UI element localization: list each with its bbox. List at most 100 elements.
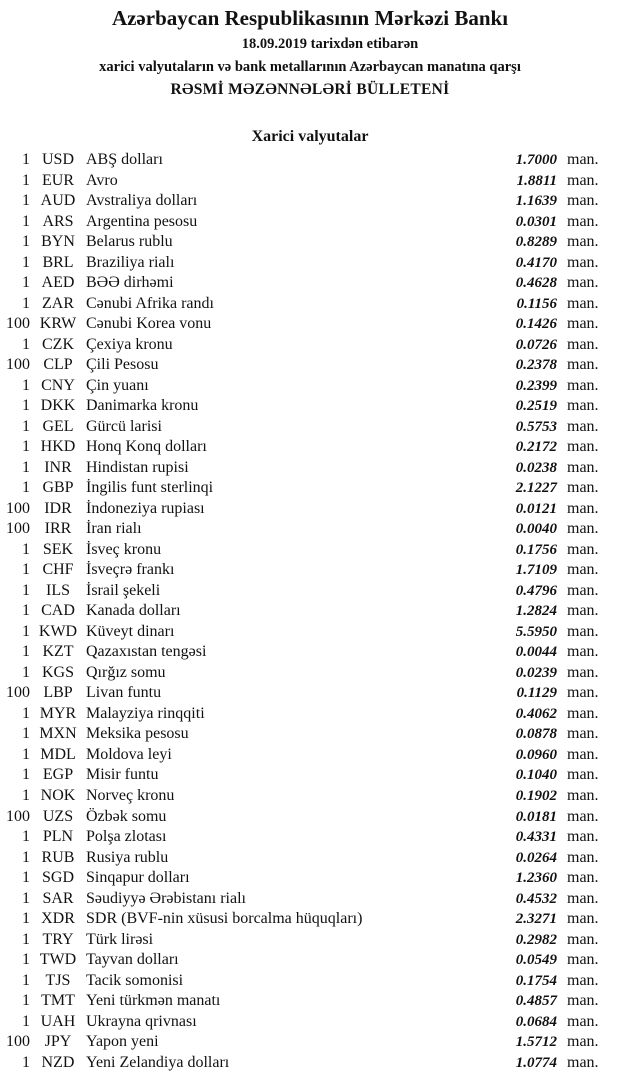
currency-row: 1 UAH Ukrayna qrivnası 0.0684 man. xyxy=(0,1012,620,1033)
exchange-rate: 0.5753 xyxy=(515,418,557,435)
currency-code: GEL xyxy=(42,417,74,435)
exchange-rate: 0.0044 xyxy=(515,644,557,661)
currency-row: 1 MDL Moldova leyi 0.0960 man. xyxy=(0,745,620,766)
exchange-rate: 0.1040 xyxy=(515,767,557,784)
currency-unit: man. xyxy=(567,725,599,743)
currency-name: Çexiya kronu xyxy=(86,335,173,353)
currency-row: 1 USD ABŞ dolları 1.7000 man. xyxy=(0,150,620,171)
currency-quantity: 100 xyxy=(6,356,30,374)
currency-quantity: 1 xyxy=(22,212,30,230)
currency-quantity: 1 xyxy=(22,786,30,804)
currency-unit: man. xyxy=(567,171,599,189)
currency-unit: man. xyxy=(567,766,599,784)
currency-unit: man. xyxy=(567,376,599,394)
exchange-rate: 0.1902 xyxy=(515,787,557,804)
currency-quantity: 1 xyxy=(22,274,30,292)
exchange-rate: 1.0774 xyxy=(515,1054,557,1071)
currency-unit: man. xyxy=(567,212,599,230)
currency-row: 1 SGD Sinqapur dolları 1.2360 man. xyxy=(0,868,620,889)
currency-code: NZD xyxy=(41,1053,75,1071)
currency-unit: man. xyxy=(567,951,599,969)
currency-name: Avstraliya dolları xyxy=(86,192,198,210)
currency-unit: man. xyxy=(567,335,599,353)
currency-name: Malayziya rinqqiti xyxy=(86,704,205,722)
currency-unit: man. xyxy=(567,540,599,558)
exchange-rate: 0.1156 xyxy=(516,295,557,312)
currency-name: ABŞ dolları xyxy=(86,151,163,168)
currency-unit: man. xyxy=(567,294,599,312)
currency-unit: man. xyxy=(567,848,599,866)
currency-code: BYN xyxy=(41,233,75,251)
currency-name: Norveç kronu xyxy=(86,786,175,804)
currency-quantity: 1 xyxy=(22,479,30,497)
currency-quantity: 1 xyxy=(22,930,30,948)
currency-unit: man. xyxy=(567,397,599,415)
currency-row: 1 INR Hindistan rupisi 0.0238 man. xyxy=(0,458,620,479)
currency-code: EUR xyxy=(42,171,74,189)
currency-code: MYR xyxy=(39,704,77,722)
currency-quantity: 1 xyxy=(22,458,30,476)
currency-quantity: 1 xyxy=(22,704,30,722)
exchange-rate: 0.2172 xyxy=(515,439,557,456)
currency-row: 1 CAD Kanada dolları 1.2824 man. xyxy=(0,601,620,622)
currency-code: CNY xyxy=(41,376,75,394)
currency-row: 1 RUB Rusiya rublu 0.0264 man. xyxy=(0,848,620,869)
currency-code: TMT xyxy=(41,992,75,1010)
currency-code: DKK xyxy=(40,397,76,415)
currency-code: AED xyxy=(41,274,75,292)
currency-quantity: 1 xyxy=(22,602,30,620)
currency-name: Yapon yeni xyxy=(86,1033,159,1051)
exchange-rate: 1.5712 xyxy=(515,1034,557,1051)
currency-row: 1 NZD Yeni Zelandiya dolları 1.0774 man. xyxy=(0,1053,620,1073)
currency-quantity: 1 xyxy=(22,889,30,907)
currency-unit: man. xyxy=(567,253,599,271)
currency-row: 1 ZAR Cənubi Afrika randı 0.1156 man. xyxy=(0,294,620,315)
currency-name: Çili Pesosu xyxy=(86,356,159,374)
currency-unit: man. xyxy=(567,992,599,1010)
currency-quantity: 100 xyxy=(6,499,30,517)
currency-code: LBP xyxy=(43,684,73,702)
currency-unit: man. xyxy=(567,807,599,825)
currency-code: EGP xyxy=(42,766,74,784)
currency-code: KWD xyxy=(38,622,78,640)
currency-unit: man. xyxy=(567,315,599,333)
currency-name: İsrail şekeli xyxy=(86,581,161,599)
currency-row: 1 NOK Norveç kronu 0.1902 man. xyxy=(0,786,620,807)
currency-unit: man. xyxy=(567,786,599,804)
exchange-rate: 0.4532 xyxy=(515,890,557,907)
currency-name: İsveçrə frankı xyxy=(86,561,175,579)
currency-name: Yeni Zelandiya dolları xyxy=(86,1053,230,1071)
exchange-rate: 0.0264 xyxy=(515,849,557,866)
currency-quantity: 1 xyxy=(22,376,30,394)
currency-quantity: 1 xyxy=(22,848,30,866)
currency-name: İndoneziya rupiası xyxy=(86,499,205,517)
exchange-rate: 0.0239 xyxy=(515,664,557,681)
exchange-rate: 0.4170 xyxy=(515,254,557,271)
currency-quantity: 1 xyxy=(22,192,30,210)
currency-row: 100 IRR İran rialı 0.0040 man. xyxy=(0,519,620,540)
currency-code: KZT xyxy=(42,643,74,661)
exchange-rate: 1.7109 xyxy=(515,562,557,579)
exchange-rate: 0.2519 xyxy=(515,398,557,415)
currency-name: Ukrayna qrivnası xyxy=(86,1012,197,1030)
currency-name: Meksika pesosu xyxy=(86,725,189,743)
currency-quantity: 1 xyxy=(22,869,30,887)
exchange-rate: 0.4857 xyxy=(515,993,557,1010)
currency-row: 1 EUR Avro 1.8811 man. xyxy=(0,171,620,192)
currency-row: 1 KZT Qazaxıstan tengəsi 0.0044 man. xyxy=(0,642,620,663)
currency-name: Yeni türkmən manatı xyxy=(86,992,221,1010)
exchange-rate: 0.1756 xyxy=(515,541,557,558)
currency-row: 100 LBP Livan funtu 0.1129 man. xyxy=(0,683,620,704)
currency-row: 1 ARS Argentina pesosu 0.0301 man. xyxy=(0,212,620,233)
currency-row: 1 BRL Braziliya rialı 0.4170 man. xyxy=(0,253,620,274)
currency-code: RUB xyxy=(41,848,75,866)
currency-quantity: 1 xyxy=(22,294,30,312)
currency-code: ARS xyxy=(42,212,74,230)
currency-row: 1 MXN Meksika pesosu 0.0878 man. xyxy=(0,724,620,745)
currency-row: 100 UZS Özbək somu 0.0181 man. xyxy=(0,807,620,828)
currency-code: UAH xyxy=(40,1012,76,1030)
currency-code: HKD xyxy=(40,438,76,456)
currency-code: CAD xyxy=(41,602,75,620)
exchange-rate: 1.2824 xyxy=(515,603,557,620)
currency-name: Tayvan dolları xyxy=(86,951,179,969)
